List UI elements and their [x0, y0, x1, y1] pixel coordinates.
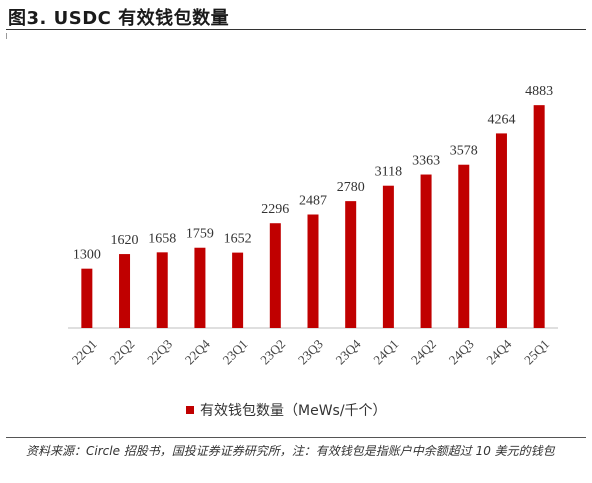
- x-tick-24Q1: 24Q1: [370, 336, 401, 367]
- data-label-23Q4: 2780: [337, 180, 365, 195]
- data-label-22Q2: 1620: [111, 233, 139, 248]
- bar-24Q2: [420, 174, 432, 328]
- source-divider: [6, 437, 586, 438]
- bar-24Q3: [458, 164, 470, 328]
- bar-22Q2: [119, 254, 131, 328]
- x-tick-25Q1: 25Q1: [521, 336, 552, 367]
- x-tick-23Q4: 23Q4: [333, 336, 364, 367]
- x-tick-23Q1: 23Q1: [219, 336, 250, 367]
- data-label-22Q4: 1759: [186, 227, 214, 242]
- bar-23Q3: [307, 214, 319, 328]
- data-label-22Q1: 1300: [73, 248, 101, 263]
- data-label-25Q1: 4883: [525, 84, 553, 99]
- bar-22Q4: [194, 247, 206, 328]
- bar-25Q1: [533, 105, 545, 328]
- bar-22Q3: [156, 252, 168, 328]
- x-tick-23Q2: 23Q2: [257, 336, 288, 367]
- data-label-24Q2: 3363: [412, 154, 440, 169]
- data-label-24Q1: 3118: [375, 165, 402, 180]
- data-label-23Q2: 2296: [261, 202, 289, 217]
- data-label-23Q1: 1652: [224, 232, 252, 247]
- legend-swatch: [186, 406, 194, 414]
- bar-24Q4: [495, 133, 507, 328]
- bar-22Q1: [81, 268, 93, 328]
- x-tick-24Q3: 24Q3: [446, 336, 477, 367]
- x-tick-22Q3: 22Q3: [144, 336, 175, 367]
- left-marker: [6, 33, 7, 39]
- x-tick-24Q2: 24Q2: [408, 336, 439, 367]
- x-tick-23Q3: 23Q3: [295, 336, 326, 367]
- x-tick-22Q4: 22Q4: [182, 336, 213, 367]
- data-label-24Q4: 4264: [487, 112, 515, 127]
- x-tick-24Q4: 24Q4: [483, 336, 514, 367]
- data-label-22Q3: 1658: [148, 231, 176, 246]
- data-label-23Q3: 2487: [299, 194, 327, 209]
- x-tick-22Q2: 22Q2: [106, 336, 137, 367]
- source-note: 资料来源：Circle 招股书，国投证券证券研究所，注：有效钱包是指账户中余额超…: [26, 444, 555, 458]
- bar-23Q1: [232, 252, 244, 328]
- bar-24Q1: [382, 185, 394, 328]
- chart-title: 图3. USDC 有效钱包数量: [8, 8, 230, 29]
- bar-23Q2: [269, 223, 281, 328]
- title-divider: [6, 29, 586, 30]
- data-label-24Q3: 3578: [450, 144, 478, 159]
- bar-chart: 1300 22Q1 1620 22Q2 1658 22Q3 1759 22Q4 1652 23Q1…: [68, 84, 558, 367]
- legend: 有效钱包数量（MeWs/千个）: [186, 400, 387, 420]
- bar-23Q4: [345, 201, 357, 328]
- x-tick-22Q1: 22Q1: [69, 336, 100, 367]
- legend-label: 有效钱包数量（MeWs/千个）: [200, 403, 387, 419]
